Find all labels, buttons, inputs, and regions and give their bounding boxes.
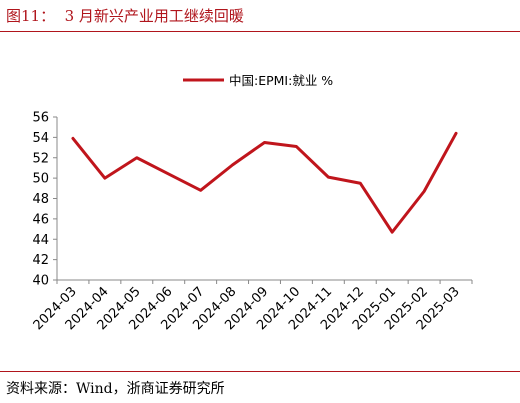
data-point bbox=[390, 230, 394, 234]
y-tick-label: 56 bbox=[32, 111, 49, 126]
y-tick-label: 50 bbox=[32, 172, 49, 187]
y-tick-label: 40 bbox=[32, 274, 49, 289]
data-point bbox=[263, 141, 266, 144]
data-point bbox=[103, 176, 107, 180]
y-tick-label: 44 bbox=[32, 233, 49, 248]
data-point bbox=[71, 137, 75, 140]
data-point bbox=[231, 163, 234, 167]
y-tick-label: 42 bbox=[32, 253, 49, 268]
title-divider bbox=[0, 31, 520, 32]
data-point bbox=[295, 145, 298, 148]
data-point bbox=[327, 175, 330, 179]
data-point bbox=[135, 156, 139, 159]
data-point bbox=[199, 189, 202, 192]
legend-label: 中国:EPMI:就业 % bbox=[229, 73, 333, 88]
series-line bbox=[71, 131, 458, 234]
chart-axes: 4042444648505254562024-032024-042024-052… bbox=[31, 111, 473, 333]
y-tick-label: 48 bbox=[32, 192, 49, 207]
figure-source: 资料来源：Wind，浙商证券研究所 bbox=[6, 381, 225, 397]
source-divider bbox=[0, 371, 520, 372]
y-tick-label: 46 bbox=[32, 212, 49, 227]
data-point bbox=[422, 190, 426, 193]
y-tick-label: 52 bbox=[32, 151, 49, 166]
data-point bbox=[454, 132, 458, 135]
data-point bbox=[359, 182, 362, 185]
line-chart: 中国:EPMI:就业 % 4042444648505254562024-0320… bbox=[31, 73, 473, 333]
chart-legend: 中国:EPMI:就业 % bbox=[183, 73, 333, 88]
figure-title: 图11： 3 月新兴产业用工继续回暖 bbox=[6, 7, 244, 25]
data-point bbox=[167, 172, 170, 176]
y-tick-label: 54 bbox=[32, 131, 49, 146]
chart-marks bbox=[71, 131, 458, 234]
